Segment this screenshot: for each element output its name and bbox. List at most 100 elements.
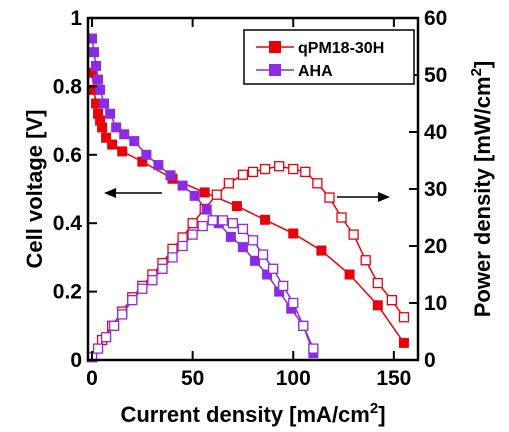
power-point-qpm [348, 229, 359, 240]
voltage-point-aha [274, 286, 285, 297]
y2-tick-label: 40 [424, 121, 447, 144]
power-point-aha [217, 215, 228, 226]
power-line-qpm [91, 165, 405, 358]
voltage-point-qpm [316, 245, 327, 256]
voltage-point-aha [250, 255, 261, 266]
y2-tick-label: 0 [424, 349, 436, 372]
power-point-qpm [300, 166, 311, 178]
voltage-point-qpm [288, 228, 299, 239]
voltage-point-qpm [87, 67, 98, 78]
x-axis-title: Current density [mA/cm2] [120, 400, 385, 427]
voltage-point-aha [91, 60, 102, 71]
power-point-aha [157, 263, 168, 274]
power-point-aha [237, 223, 249, 235]
power-point-aha [137, 283, 148, 294]
y2-tick-label: 10 [424, 292, 447, 315]
voltage-point-qpm [101, 132, 112, 143]
power-point-aha [267, 263, 279, 274]
power-point-qpm [372, 277, 383, 289]
voltage-point-aha [89, 47, 100, 58]
voltage-point-qpm [91, 98, 102, 109]
power-point-qpm [398, 312, 410, 323]
power-point-qpm [312, 178, 323, 189]
voltage-point-qpm [260, 214, 271, 225]
y-axis-ticks: 0 0.2 0.4 0.6 0.8 1 [53, 7, 97, 372]
power-point-aha [92, 343, 104, 354]
power-point-qpm [237, 169, 249, 180]
voltage-point-aha [165, 170, 176, 181]
voltage-point-aha [201, 204, 212, 215]
voltage-point-qpm [89, 84, 100, 95]
power-point-qpm [288, 163, 299, 175]
power-point-aha [127, 294, 138, 306]
voltage-point-aha [141, 149, 152, 160]
power-point-aha [197, 220, 208, 232]
y2-tick-label: 20 [424, 235, 447, 258]
legend-item-qpm: qPM18-30H [256, 40, 384, 57]
voltage-point-aha [189, 190, 200, 201]
x-tick-label: 100 [276, 367, 311, 390]
power-point-aha [278, 280, 289, 292]
y2-axis-title: Power density [mW/cm2] [468, 61, 495, 318]
y-tick-label: 0.2 [53, 281, 82, 304]
power-point-qpm [177, 232, 188, 243]
voltage-point-aha [225, 231, 236, 242]
y2-tick-label: 60 [424, 7, 447, 30]
power-point-aha [100, 332, 112, 343]
voltage-point-qpm [97, 122, 108, 133]
voltage-point-aha [129, 136, 140, 147]
power-point-qpm [386, 294, 397, 306]
power-point-qpm [223, 178, 235, 189]
voltage-point-qpm [137, 156, 148, 167]
voltage-point-aha [262, 269, 273, 280]
voltage-point-qpm [231, 201, 242, 212]
voltage-point-aha [99, 98, 110, 109]
power-point-aha [247, 235, 259, 246]
power-point-aha [227, 218, 239, 229]
voltage-point-qpm [95, 115, 106, 126]
legend-label-aha: AHA [298, 63, 333, 80]
voltage-point-qpm [107, 139, 118, 150]
power-point-qpm [211, 189, 222, 200]
voltage-point-aha [177, 180, 188, 191]
voltage-point-aha [93, 74, 104, 85]
y-tick-label: 0.4 [53, 212, 83, 235]
power-point-aha [298, 320, 309, 331]
x-tick-label: 150 [376, 367, 411, 390]
power-point-aha [117, 309, 128, 320]
y2-tick-label: 50 [424, 64, 447, 87]
voltage-line-qpm [91, 72, 405, 344]
legend-item-aha: AHA [256, 63, 333, 80]
power-point-aha [288, 297, 299, 309]
power-point-qpm [247, 166, 259, 178]
voltage-point-qpm [117, 146, 128, 157]
power-point-aha [147, 275, 158, 286]
voltage-point-aha [111, 122, 122, 133]
y-tick-label: 1 [70, 7, 82, 30]
power-point-qpm [274, 161, 285, 172]
arrow-left-voltage [104, 188, 162, 198]
voltage-point-aha [119, 129, 130, 140]
power-point-qpm [167, 243, 178, 255]
voltage-point-qpm [372, 300, 383, 311]
power-point-aha [109, 320, 120, 331]
y2-axis-ticks: 0 10 20 30 40 50 60 [409, 7, 447, 372]
plot-area [86, 33, 410, 363]
arrow-right-power [337, 192, 390, 202]
voltage-point-aha [105, 108, 116, 119]
power-point-aha [308, 343, 319, 354]
power-point-qpm [259, 163, 271, 175]
power-point-qpm [187, 218, 198, 229]
voltage-point-aha [95, 84, 106, 95]
voltage-point-qpm [398, 337, 409, 348]
power-point-aha [257, 249, 269, 260]
voltage-point-aha [286, 303, 297, 314]
power-point-qpm [324, 192, 335, 203]
power-point-aha [167, 252, 178, 263]
x-axis-ticks: 0 50 100 150 [86, 18, 411, 390]
x-tick-label: 50 [181, 367, 204, 390]
y-tick-label: 0.6 [53, 144, 82, 167]
power-point-aha [177, 240, 188, 252]
voltage-point-aha [87, 33, 98, 44]
power-point-aha [207, 215, 218, 226]
